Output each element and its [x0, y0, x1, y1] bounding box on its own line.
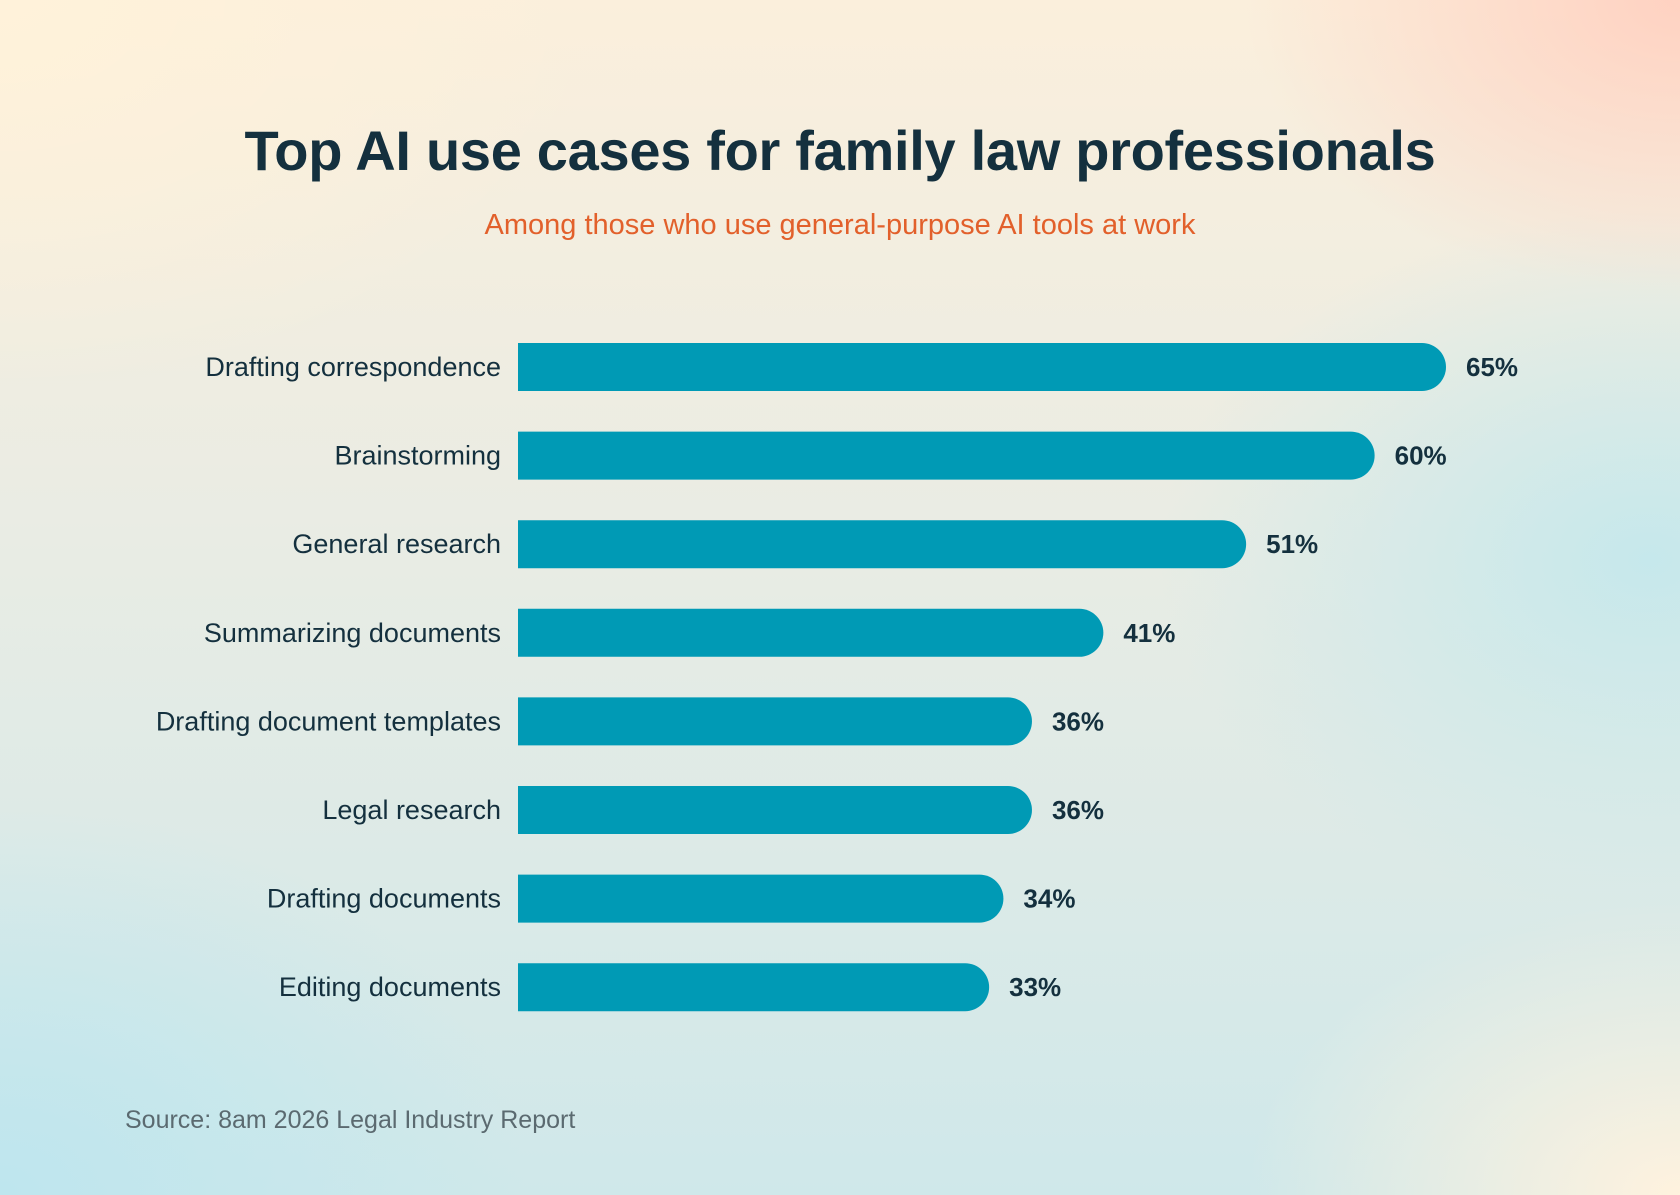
bar	[518, 520, 1247, 569]
category-label: Editing documents	[279, 972, 501, 1002]
value-label: 41%	[1123, 618, 1175, 648]
value-label: 51%	[1266, 529, 1318, 559]
value-label: 65%	[1466, 352, 1518, 382]
bar	[518, 963, 990, 1012]
value-label: 33%	[1009, 972, 1061, 1002]
category-label: General research	[292, 529, 501, 559]
bar	[518, 874, 1004, 923]
source-note: Source: 8am 2026 Legal Industry Report	[125, 1106, 576, 1134]
value-label: 34%	[1023, 884, 1075, 914]
category-label: Drafting correspondence	[205, 352, 501, 382]
category-label: Drafting document templates	[156, 706, 501, 736]
value-label: 60%	[1395, 441, 1447, 471]
value-label: 36%	[1052, 706, 1104, 736]
bar	[518, 697, 1032, 746]
chart-title: Top AI use cases for family law professi…	[244, 119, 1436, 182]
category-label: Drafting documents	[267, 884, 501, 914]
value-label: 36%	[1052, 795, 1104, 825]
category-label: Legal research	[322, 795, 501, 825]
category-label: Brainstorming	[334, 441, 501, 471]
chart-subtitle: Among those who use general-purpose AI t…	[484, 209, 1196, 241]
bar	[518, 431, 1375, 480]
bar	[518, 608, 1104, 657]
bar	[518, 343, 1446, 391]
category-label: Summarizing documents	[204, 618, 501, 648]
bar	[518, 786, 1032, 834]
